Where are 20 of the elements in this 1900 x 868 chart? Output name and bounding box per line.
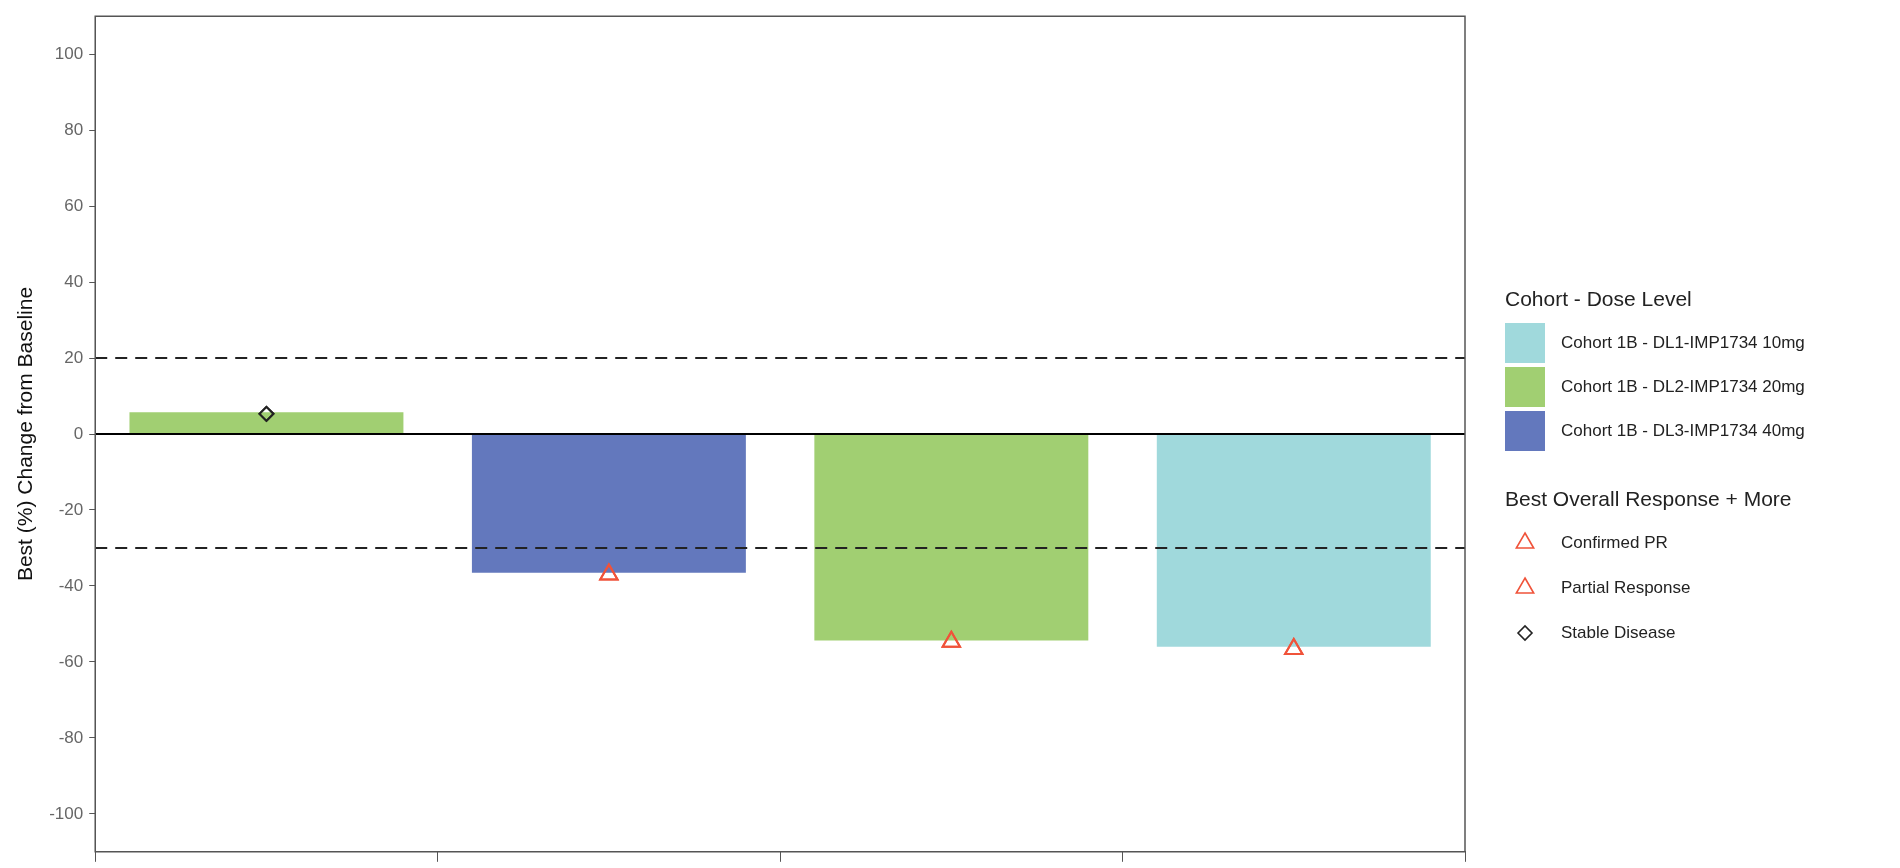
legend-label: Cohort 1B - DL2-IMP1734 20mg <box>1561 376 1805 396</box>
legend-label: Partial Response <box>1561 577 1691 597</box>
y-tick-label: 40 <box>64 271 84 291</box>
y-tick-label: -20 <box>58 499 84 519</box>
y-tick-label: 0 <box>73 423 84 443</box>
legend-label: Stable Disease <box>1561 622 1676 642</box>
text: Best Overall Response + More <box>1505 486 1792 510</box>
legend-label: Cohort 1B - DL1-IMP1734 10mg <box>1561 332 1805 352</box>
y-tick-label: 80 <box>64 119 84 139</box>
y-tick-label: -80 <box>58 727 84 747</box>
y-tick-label: 60 <box>64 195 84 215</box>
y-tick-label: -100 <box>49 803 84 823</box>
y-tick-label: -40 <box>58 575 84 595</box>
y-tick-label: 100 <box>54 43 84 63</box>
y-axis-title: Best (%) Change from Baseline <box>13 286 37 582</box>
y-tick-label: -60 <box>58 651 84 671</box>
legend-label: Cohort 1B - DL3-IMP1734 40mg <box>1561 420 1805 440</box>
y-tick-label: 20 <box>64 347 84 367</box>
legend-label: Confirmed PR <box>1561 532 1668 552</box>
text: Cohort - Dose Level <box>1505 286 1692 310</box>
